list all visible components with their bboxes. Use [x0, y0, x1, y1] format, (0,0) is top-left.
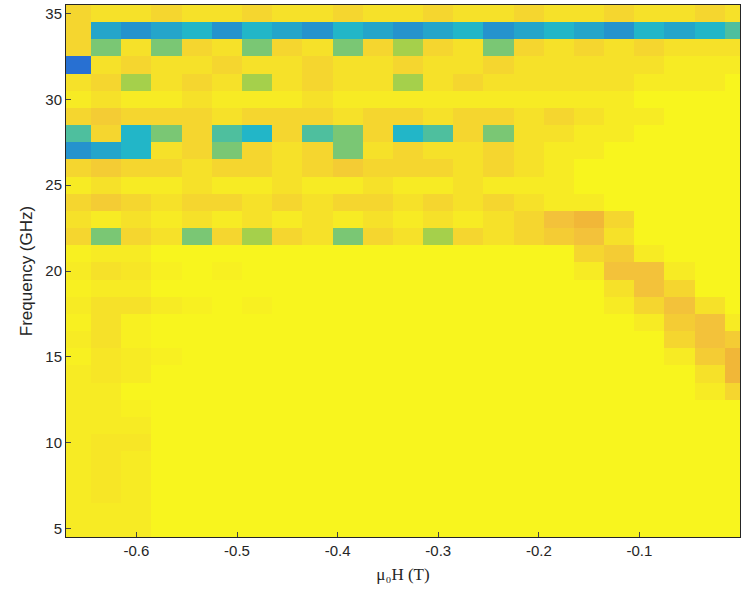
svg-text:-0.3: -0.3 — [425, 542, 451, 559]
svg-text:-0.4: -0.4 — [325, 542, 351, 559]
svg-text:μ₀H (T): μ₀H (T) — [376, 565, 429, 584]
svg-text:10: 10 — [45, 434, 62, 451]
svg-text:35: 35 — [45, 5, 62, 22]
svg-text:25: 25 — [45, 176, 62, 193]
svg-text:5: 5 — [54, 520, 62, 537]
svg-text:-0.1: -0.1 — [626, 542, 652, 559]
svg-text:-0.6: -0.6 — [123, 542, 149, 559]
svg-text:-0.2: -0.2 — [526, 542, 552, 559]
svg-text:15: 15 — [45, 348, 62, 365]
svg-text:20: 20 — [45, 262, 62, 279]
svg-text:Frequency (GHz): Frequency (GHz) — [17, 206, 36, 336]
svg-text:-0.5: -0.5 — [224, 542, 250, 559]
svg-text:30: 30 — [45, 91, 62, 108]
